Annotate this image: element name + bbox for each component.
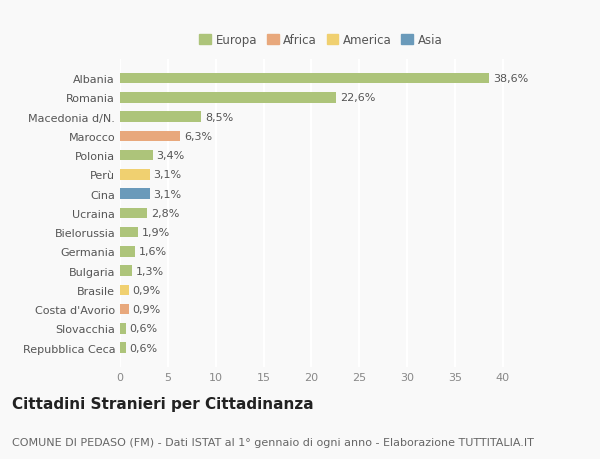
Text: 38,6%: 38,6% <box>493 74 529 84</box>
Text: 22,6%: 22,6% <box>340 93 376 103</box>
Bar <box>120 266 133 276</box>
Bar <box>120 304 128 315</box>
Text: 0,9%: 0,9% <box>133 304 161 314</box>
Text: 1,3%: 1,3% <box>136 266 164 276</box>
Bar <box>120 227 138 238</box>
Bar <box>120 170 149 180</box>
Bar <box>120 151 152 161</box>
Bar <box>120 285 128 296</box>
Text: 3,4%: 3,4% <box>157 151 185 161</box>
Text: 6,3%: 6,3% <box>184 132 212 141</box>
Bar <box>120 246 136 257</box>
Text: 0,6%: 0,6% <box>130 343 158 353</box>
Text: 1,6%: 1,6% <box>139 247 167 257</box>
Text: 2,8%: 2,8% <box>151 208 179 218</box>
Bar <box>120 189 149 200</box>
Text: 8,5%: 8,5% <box>205 112 233 123</box>
Bar <box>120 73 490 84</box>
Text: 3,1%: 3,1% <box>154 189 182 199</box>
Text: Cittadini Stranieri per Cittadinanza: Cittadini Stranieri per Cittadinanza <box>12 397 314 412</box>
Bar <box>120 112 202 123</box>
Bar <box>120 208 147 219</box>
Text: COMUNE DI PEDASO (FM) - Dati ISTAT al 1° gennaio di ogni anno - Elaborazione TUT: COMUNE DI PEDASO (FM) - Dati ISTAT al 1°… <box>12 437 534 447</box>
Text: 0,9%: 0,9% <box>133 285 161 295</box>
Bar <box>120 131 180 142</box>
Legend: Europa, Africa, America, Asia: Europa, Africa, America, Asia <box>197 32 445 50</box>
Text: 3,1%: 3,1% <box>154 170 182 180</box>
Text: 0,6%: 0,6% <box>130 324 158 334</box>
Bar <box>120 93 337 103</box>
Bar <box>120 324 126 334</box>
Text: 1,9%: 1,9% <box>142 228 170 238</box>
Bar <box>120 343 126 353</box>
